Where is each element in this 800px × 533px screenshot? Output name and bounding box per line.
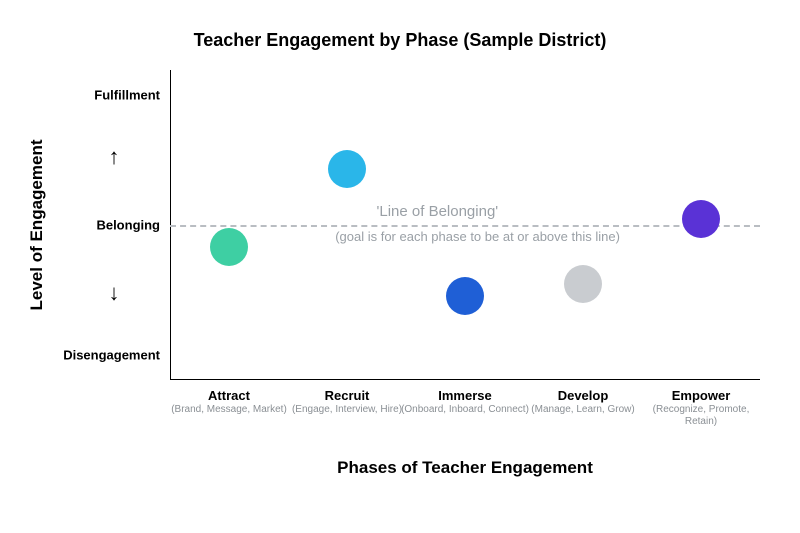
- x-tick-sublabel: (Engage, Interview, Hire): [282, 404, 412, 416]
- y-tick-label: Belonging: [96, 218, 170, 233]
- y-axis-title: Level of Engagement: [27, 140, 47, 311]
- plot-area: 'Line of Belonging' (goal is for each ph…: [170, 70, 760, 380]
- line-of-belonging: [170, 225, 760, 227]
- arrow-down-icon: ↓: [108, 282, 119, 304]
- y-tick-label: Disengagement: [63, 348, 170, 363]
- x-axis-title: Phases of Teacher Engagement: [170, 458, 760, 478]
- chart-title: Teacher Engagement by Phase (Sample Dist…: [0, 30, 800, 51]
- x-tick-label: Attract: [164, 388, 294, 403]
- x-tick-label: Develop: [518, 388, 648, 403]
- data-point-immerse: [446, 277, 484, 315]
- x-tick-sublabel: (Recognize, Promote, Retain): [636, 404, 766, 427]
- x-tick-label: Immerse: [400, 388, 530, 403]
- x-tick-group: Empower(Recognize, Promote, Retain): [636, 380, 766, 427]
- x-tick-label: Empower: [636, 388, 766, 403]
- x-tick-label: Recruit: [282, 388, 412, 403]
- x-tick-sublabel: (Brand, Message, Market): [164, 404, 294, 416]
- x-tick-sublabel: (Manage, Learn, Grow): [518, 404, 648, 416]
- data-point-empower: [682, 200, 720, 238]
- data-point-recruit: [328, 150, 366, 188]
- x-tick-group: Attract(Brand, Message, Market): [164, 380, 294, 416]
- data-point-develop: [564, 265, 602, 303]
- x-tick-group: Develop(Manage, Learn, Grow): [518, 380, 648, 416]
- belonging-annotation-title: 'Line of Belonging': [377, 203, 499, 220]
- x-tick-sublabel: (Onboard, Inboard, Connect): [400, 404, 530, 416]
- belonging-annotation-sub: (goal is for each phase to be at or abov…: [335, 229, 620, 244]
- y-tick-label: Fulfillment: [94, 87, 170, 102]
- x-tick-group: Immerse(Onboard, Inboard, Connect): [400, 380, 530, 416]
- arrow-up-icon: ↑: [108, 146, 119, 168]
- x-tick-group: Recruit(Engage, Interview, Hire): [282, 380, 412, 416]
- data-point-attract: [210, 228, 248, 266]
